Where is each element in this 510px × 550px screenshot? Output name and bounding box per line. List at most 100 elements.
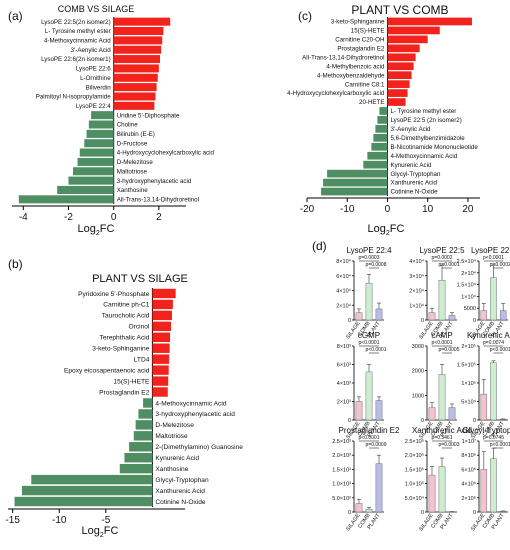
panel-d-letter: (d): [312, 239, 327, 253]
mini-chart-title: LysoPE 22:4: [346, 246, 392, 255]
bar-comb: [365, 371, 373, 421]
category-label-15-s-hete: 15(S)-HETE: [351, 28, 385, 35]
mini-chart-cgmp: cGMP02×10³4×10³6×10³8×10³SILAGECOMBPLANT…: [337, 331, 387, 440]
p-value-label: p<0.0001: [490, 347, 510, 353]
mini-chart-camp: cAMP0100020003000SILAGECOMBPLANTp<0.0001…: [412, 331, 460, 440]
bar-all-trans-13-14-dihydroretinol: [18, 195, 114, 204]
category-label-biliverdin: Biliverdin: [86, 84, 112, 91]
bar-silage: [355, 401, 363, 421]
category-label-l-tyrosine-methyl-ester: L- Tyrosine methyl ester: [45, 28, 111, 35]
bar-ltd4: [152, 354, 170, 364]
bar-2-dimethylamino-guanosine: [129, 442, 153, 452]
category-label-3-aenylic-acid: 3'-Aenylic Acid: [390, 126, 431, 133]
mini-chart-lysope-22-6: LysoPE 22:6 0 5000 1×10⁴ 1.5×10⁴ 2×10⁴ 2.5×10⁴…: [457, 246, 510, 340]
bar-comb: [490, 362, 497, 421]
category-label-taurocholic-acid: Taurocholic Acid: [102, 313, 150, 320]
bar-xanthosine: [119, 463, 153, 474]
category-label-choline: Choline: [117, 122, 139, 129]
bar-15-s-hete: [152, 376, 169, 386]
p-value-label: p=0.0009: [366, 442, 387, 448]
bar-4-hydroxycyclohexylcarboxylic-acid: [79, 148, 114, 157]
mini-chart-xanthurenic-acid: Xanthurenic Acid 0 5.0×10⁴ 1.0×10⁵ 1.5×10⁵ 2.…: [405, 426, 472, 532]
bar-maltotriose: [133, 431, 153, 441]
bar-lysope-22-5-2n-isomer2: [113, 17, 171, 26]
bar-plant: [499, 511, 507, 513]
bar-silage: [480, 469, 488, 513]
bar-silage: [480, 310, 488, 321]
y-tick-label: 1.5×10⁵: [457, 362, 476, 369]
category-label-l-ornithine: L-Ornithine: [80, 75, 111, 82]
y-tick-label: 0: [421, 318, 424, 324]
bar-carnitine-c20-oh: [387, 35, 428, 44]
y-tick-label: 0: [421, 510, 424, 516]
category-label-prostaglandin-e2: Prostaglandin E2: [337, 45, 385, 52]
mini-chart-glycyl-tryptophan: Glycyl-tryptophan 0 2×10⁶ 4×10⁶ 6×10⁶ 8×10⁶ 1×…: [461, 426, 510, 532]
category-label-5-6-dimethylbenzimidazole: 5,6-Dimethylbenzimidazole: [390, 135, 465, 142]
panel-a-xlabel-main: Log: [78, 223, 96, 235]
bar-3-hydroxyphenylacetic-acid: [138, 409, 153, 419]
bar-comb: [438, 279, 446, 321]
panel-d: (d) LysoPE 22:402×10⁴4×10⁴6×10⁴8×10⁴SILA…: [312, 239, 510, 532]
y-tick-label: 2.0×10³: [332, 453, 351, 459]
category-label-3-hydroxyphenylacetic-acid: 3-hydroxyphenylacetic acid: [155, 411, 235, 418]
bar-3-aenylic-acid: [113, 45, 162, 54]
category-label-carnitine-ph-c1: Carnitine ph-C1: [103, 302, 150, 309]
bar-kynurenic-acid: [363, 160, 388, 169]
category-label-l-tyrosine-methyl-ester: L- Tyrosine methyl ester: [390, 108, 456, 115]
x-tick-label: -5: [101, 515, 110, 526]
bar-silage: [428, 407, 436, 421]
bar-l-tyrosine-methyl-ester: [379, 107, 388, 115]
bar-terephthalic-acid: [152, 332, 171, 342]
category-label-4-methoxycinnamic-acid: 4-Methoxycinnamic Acid: [44, 38, 111, 45]
y-tick-label: 6×10³: [337, 363, 351, 369]
category-label-cotinine-n-oxide: Cotinine N-Oxide: [390, 189, 438, 196]
y-tick-label: 2.0×10⁵: [405, 452, 424, 459]
bar-uridine-5-diphosphate: [91, 111, 114, 120]
category-label-20-hete: 20-HETE: [359, 99, 384, 106]
p-value-label: p=0.0745: [483, 435, 504, 441]
panel-a-title: COMB VS SILAGE: [58, 4, 135, 14]
y-tick-label: 0: [473, 510, 476, 516]
mini-chart-lysope-22-4: LysoPE 22:402×10⁴4×10⁴6×10⁴8×10⁴SILAGECO…: [336, 246, 392, 340]
bar-d-melezitose: [135, 420, 153, 430]
panel-c-xlabel: Log2FC: [368, 223, 405, 237]
category-label-kynurenic-acid: Kynurenic Acid: [390, 162, 431, 169]
category-label-xanthurenic-acid: Xanthurenic Acid: [390, 180, 437, 187]
mini-chart-prostaglandin-e2: Prostaglandin E2 0 5.0×10² 1.0×10³ 1.5×10³ 2.…: [332, 426, 400, 532]
category-label-lysope-22-6-2n-isomer1: LysoPE 22:6(2n isomer1): [41, 56, 111, 63]
panel-a-xlabel: Log2FC: [78, 223, 115, 237]
y-tick-label: 8×10³: [337, 344, 351, 350]
bar-20-hete: [387, 98, 406, 106]
category-label-2-dimethylamino-guanosine: 2-(Dimethylamino) Guanosine: [155, 444, 243, 451]
p-value-label: p<0.0001: [432, 340, 453, 346]
y-tick-label: 5000: [464, 306, 476, 312]
bar-comb: [490, 277, 497, 321]
bar-xanthurenic-acid: [323, 178, 388, 187]
bar-all-trans-13-14-dihydroretinol: [387, 53, 416, 62]
y-tick-label: 1×10⁴: [409, 302, 424, 309]
category-label-4-hydroxycyclohexylcarboxylic-acid: 4-Hydroxycyclohexylcarboxylic acid: [117, 150, 215, 157]
bar-orcinol: [152, 321, 172, 332]
y-tick-label: 0: [421, 418, 424, 424]
panel-b: (b) PLANT VS SILAGE Pyridoxine 5'-Phosph…: [5, 257, 243, 539]
bar-palmitoyl-n-isopropylamide: [113, 92, 156, 101]
bar-4-methylbenzoic-acid: [387, 62, 414, 71]
bar-plant: [499, 419, 507, 421]
mini-chart-title: cAMP: [431, 331, 452, 340]
category-label-all-trans-13-14-dihydroretinol: All-Trans-13,14-Dihydroretinol: [302, 54, 384, 61]
y-tick-label: 3×10⁴: [409, 273, 424, 280]
bar-glycyl-tryptophan: [327, 169, 388, 178]
mini-chart-title: Kynurenic Acid: [467, 331, 510, 340]
x-tick-label: -15: [5, 515, 20, 526]
y-tick-label: 1000: [412, 393, 424, 399]
x-tick-label: 10: [422, 204, 434, 215]
bar-lysope-22-6-2n-isomer1: [113, 55, 161, 64]
y-tick-label: 0: [348, 418, 351, 424]
bar-comb: [490, 458, 497, 513]
y-tick-label: 2×10⁴: [409, 288, 424, 295]
category-label-3-keto-sphinganine: 3-keto-Sphinganine: [92, 346, 150, 353]
y-tick-label: 0: [348, 318, 351, 324]
panel-a: (a) COMB VS SILAGE LysoPE 22:5(2n isomer…: [8, 4, 215, 237]
mini-chart-title: LysoPE 22:5: [419, 246, 465, 255]
